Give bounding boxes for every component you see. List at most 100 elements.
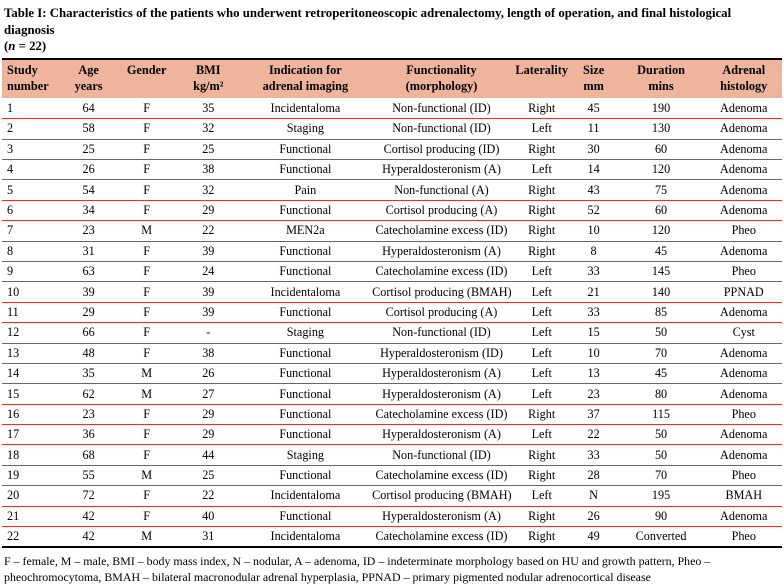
cell-size-mm: 37 — [570, 404, 617, 426]
table-row: 4 26 F 38 Functional Hyperaldosteronism (A) Le… — [2, 159, 782, 181]
cell-size-mm: 13 — [570, 363, 617, 385]
cell-functionality: Catecholamine excess (ID) — [370, 465, 513, 487]
cell-gender: F — [117, 139, 176, 161]
cell-indication: Functional — [240, 424, 371, 446]
cell-duration-mins: 145 — [616, 261, 706, 283]
cell-gender: F — [117, 322, 176, 344]
cell-gender: F — [117, 118, 176, 140]
cell-functionality: Catecholamine excess (ID) — [375, 528, 508, 543]
cell-functionality: Hyperaldosteronism (A) — [370, 363, 513, 385]
cell-age-years: 66 — [59, 322, 118, 344]
cell-gender: M — [141, 528, 153, 543]
table-row: 19 55 M 25 Functional Catecholamine excess (I… — [2, 465, 782, 487]
cell-adrenal-histology: Adenoma — [705, 200, 782, 222]
cell-laterality: Left — [512, 363, 571, 385]
cell-study-number: 11 — [2, 302, 60, 324]
cell-duration-mins: 80 — [616, 383, 706, 405]
cell-gender: F — [117, 241, 176, 262]
table-header: Study number Age years Gender BMI kg/m² Indicat… — [2, 58, 782, 99]
cell-age-years: 35 — [59, 363, 118, 385]
cell-indication: Functional — [240, 241, 371, 262]
cell-indication: Incidentaloma — [240, 281, 371, 303]
cell-duration-mins: 60 — [616, 200, 706, 222]
cell-size-mm: 33 — [570, 444, 617, 466]
cell-bmi: 39 — [175, 281, 241, 303]
cell-functionality: Catecholamine excess (ID) — [370, 261, 513, 283]
table-row: 21 42 F 40 Functional Hyperaldosteronism (A) R… — [2, 506, 782, 528]
cell-laterality: Right — [512, 139, 571, 161]
cell-size-mm: N — [570, 485, 617, 507]
cell-study-number: 8 — [2, 241, 60, 262]
cell-adrenal-histology: Cyst — [705, 322, 782, 344]
cell-adrenal-histology: Adenoma — [705, 302, 782, 324]
cell-adrenal-histology: PPNAD — [705, 281, 782, 303]
cell-duration-mins: 195 — [616, 485, 706, 507]
cell-duration-mins: 70 — [616, 343, 706, 364]
cell-indication: Pain — [240, 179, 371, 201]
cell-functionality: Hyperaldosteronism (A) — [370, 159, 513, 181]
cell-laterality: Right — [528, 528, 556, 543]
cell-bmi: 22 — [175, 220, 241, 242]
cell-age-years: 42 — [59, 506, 118, 528]
cell-gender: F — [117, 343, 176, 364]
cell-gender: F — [117, 179, 176, 201]
cell-gender: F — [117, 159, 176, 181]
cell-indication: Incidentaloma — [240, 485, 371, 507]
cell-duration-mins: 140 — [616, 281, 706, 303]
cell-bmi: 29 — [175, 404, 241, 426]
cell-bmi: 38 — [175, 343, 241, 364]
cell-duration-mins: 120 — [616, 159, 706, 181]
cell-adrenal-histology: Adenoma — [705, 179, 782, 201]
cell-study-number: 22 — [7, 528, 20, 543]
cell-adrenal-histology: Pheo — [731, 528, 756, 543]
cell-adrenal-histology: Adenoma — [705, 444, 782, 466]
table-row: 5 54 F 32 Pain Non-functional (A) Right 43 75 Ade… — [2, 179, 782, 201]
cell-adrenal-histology: Adenoma — [705, 139, 782, 161]
col-header-age-years: Age years — [59, 58, 118, 99]
cell-duration-mins: 75 — [616, 179, 706, 201]
col-header-size-mm: Size mm — [570, 58, 617, 99]
cell-size-mm: 23 — [570, 383, 617, 405]
cell-functionality: Catecholamine excess (ID) — [370, 404, 513, 426]
cell-adrenal-histology: Adenoma — [705, 159, 782, 181]
patients-table: Study number Age years Gender BMI kg/m² Indicat… — [2, 57, 782, 548]
cell-gender: F — [117, 302, 176, 324]
cell-size-mm: 49 — [587, 528, 600, 543]
cell-indication: Functional — [240, 383, 371, 405]
col-header-study-number: Study number — [2, 58, 60, 99]
cell-bmi: 40 — [175, 506, 241, 528]
cell-functionality: Cortisol producing (A) — [370, 302, 513, 324]
cell-laterality: Left — [512, 424, 571, 446]
cell-study-number: 16 — [2, 404, 60, 426]
cell-adrenal-histology: Adenoma — [705, 343, 782, 364]
cell-adrenal-histology: Adenoma — [705, 506, 782, 528]
table-title: Table I: Characteristics of the patients… — [2, 3, 782, 58]
cell-bmi: 25 — [175, 465, 241, 487]
cell-size-mm: 14 — [570, 159, 617, 181]
cell-indication: Functional — [240, 404, 371, 426]
cell-functionality: Hyperaldosteronism (ID) — [370, 343, 513, 364]
cell-age-years: 54 — [59, 179, 118, 201]
cell-study-number: 4 — [2, 159, 60, 181]
cell-adrenal-histology: Adenoma — [705, 241, 782, 262]
cell-indication: Functional — [240, 159, 371, 181]
col-header-functionality: Functionality (morphology) — [370, 58, 513, 99]
table-row: 8 31 F 39 Functional Hyperaldosteronism (A) Ri… — [2, 241, 782, 262]
cell-gender: F — [117, 98, 176, 120]
cell-size-mm: 10 — [570, 220, 617, 242]
cell-functionality: Non-functional (ID) — [370, 322, 513, 344]
cell-study-number: 1 — [2, 98, 60, 120]
cell-laterality: Right — [512, 241, 571, 262]
cell-duration-mins: 115 — [616, 404, 706, 426]
cell-adrenal-histology: Pheo — [705, 404, 782, 426]
cell-age-years: 42 — [82, 528, 95, 543]
cell-age-years: 25 — [59, 139, 118, 161]
cell-indication: Staging — [240, 444, 371, 466]
cell-laterality: Left — [512, 281, 571, 303]
cell-size-mm: 45 — [570, 98, 617, 120]
cell-size-mm: 11 — [570, 118, 617, 140]
table-row: 7 23 M 22 MEN2a Catecholamine excess (ID) Righ… — [2, 220, 782, 242]
cell-bmi: 25 — [175, 139, 241, 161]
cell-age-years: 23 — [59, 220, 118, 242]
